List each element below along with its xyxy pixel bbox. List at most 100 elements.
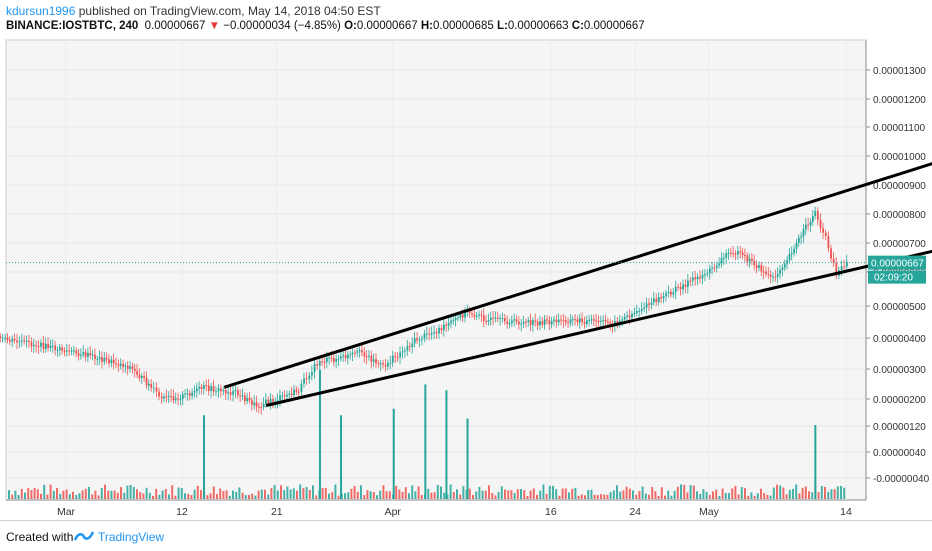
volume-bar [686,492,689,499]
candle-body [255,402,258,407]
volume-bar [449,484,452,499]
candle-body [633,312,636,314]
volume-bar [788,489,791,499]
volume-bar [830,489,833,499]
candle-body [384,364,387,367]
candle-body [628,315,631,318]
candle-body [35,344,38,347]
candle-body [443,324,445,331]
plot-area [5,39,867,501]
candle-body [574,319,577,321]
candle-body [635,311,638,313]
candle-body [110,359,113,364]
candle-body [795,242,798,249]
candle-body [82,352,85,355]
candle-body [401,351,404,353]
tradingview-link[interactable]: TradingView [98,530,165,544]
symbol-label: BINANCE:IOSTBTC, 240 [6,20,139,32]
volume-bar [228,495,231,499]
candle-body [597,320,600,323]
candle-body [229,392,232,395]
candle-body [274,401,277,403]
volume-bar [545,493,548,499]
volume-bar [408,493,410,499]
volume-bar [136,489,138,499]
volume-bar [689,485,692,499]
candle-body [718,263,721,266]
candle-body [513,319,516,321]
candle-body [351,352,354,355]
volume-bar [708,494,711,499]
volume-bar [129,484,132,499]
candle-body [122,363,125,367]
candle-body [499,318,502,320]
volume-bar [11,494,14,499]
volume-spike [203,415,206,499]
author-link[interactable]: kdursun1996 [6,4,76,18]
last-price-badge [868,255,926,270]
volume-bar [433,492,436,499]
volume-bar [321,488,324,499]
candle-body [119,363,122,366]
y-tick-label: 0.00000900 [873,181,926,192]
volume-bar [251,493,254,499]
candle-body [105,357,108,360]
volume-bar [116,492,119,499]
candle-body [830,248,832,259]
y-tick-label: 0.00001200 [873,95,926,106]
candle-body [73,350,75,352]
y-tick-label: 0.00000300 [873,365,926,376]
candle-body [163,396,166,399]
volume-bar [155,488,158,499]
candle-body [160,396,163,399]
candle-body [816,211,819,220]
candle-body [621,319,624,321]
volume-bar [728,493,730,499]
candle-body [198,386,201,389]
high-label: H: [420,20,433,32]
volume-bar [670,495,673,499]
candle-body [23,340,26,342]
candle-body [377,363,380,365]
candle-body [387,362,389,367]
candle-body [379,363,382,365]
volume-bar [648,494,650,499]
last-price-label: 0.00000667 [871,259,924,270]
volume-bar [600,494,602,499]
volume-bar [267,494,270,499]
candle-body [42,342,45,349]
volume-bar [337,495,340,499]
candle-body [827,235,830,249]
candle-body [47,343,50,348]
candle-body [645,303,648,308]
volume-bar [747,495,750,499]
candle-body [244,395,246,402]
candle-body [522,321,525,324]
candle-body [330,357,333,359]
volume-spike [445,390,448,499]
candle-body [281,395,284,397]
volume-bar [283,490,286,499]
price-chart[interactable]: 0.00001300 0.00001200 0.00001100 0.00001000… [0,0,932,520]
candle-body [660,297,663,299]
candle-body [421,338,423,340]
candle-body [155,387,158,392]
volume-bar [264,489,266,499]
candle-body [638,310,641,312]
volume-bar [680,484,682,499]
candle-body [482,315,485,321]
candle-body [529,320,532,325]
candle-body [704,274,706,276]
candle-body [342,355,345,357]
volume-bar [398,489,401,499]
candle-body [286,394,288,397]
volume-bar [488,485,490,499]
candle-body [344,355,347,359]
candle-body [382,363,384,365]
volume-bar [286,486,289,499]
volume-bar [260,489,263,499]
candle-body [18,341,21,343]
candle-body [212,386,215,392]
candle-body [461,314,464,318]
volume-spike [392,408,395,499]
